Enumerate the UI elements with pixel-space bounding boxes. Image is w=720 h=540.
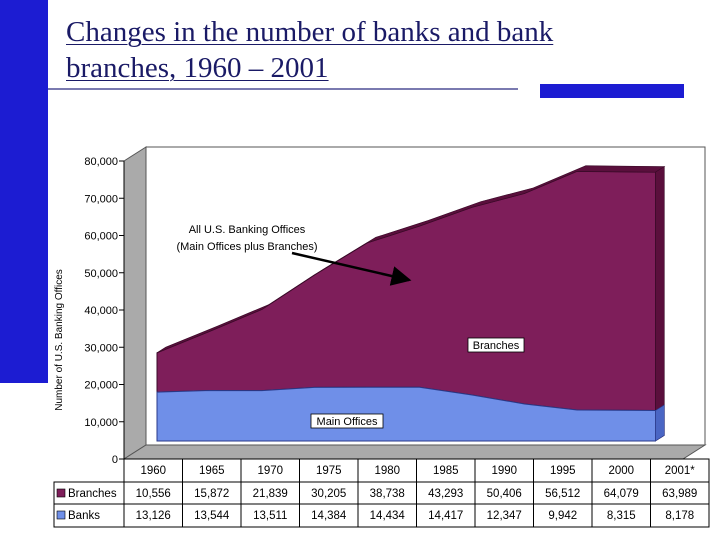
data-table-cell: 12,347 (487, 510, 522, 522)
y-tick-label: 70,000 (84, 193, 118, 205)
data-table-cell: 15,872 (194, 488, 229, 500)
x-category-label: 1965 (199, 465, 225, 477)
y-tick-label: 0 (112, 454, 118, 466)
x-category-label: 1975 (316, 465, 342, 477)
data-table-cell: 30,205 (311, 488, 346, 500)
x-category-label: 1980 (374, 465, 400, 477)
y-axis-label: Number of U.S. Banking Offices (54, 269, 65, 411)
annotation-total-line-1: All U.S. Banking Offices (189, 224, 306, 236)
data-table-cell: 21,839 (253, 488, 288, 500)
y-tick-label: 40,000 (84, 305, 118, 317)
data-table-cell: 14,384 (311, 510, 347, 522)
data-table-cell: 8,315 (607, 510, 636, 522)
y-tick-label: 10,000 (84, 417, 118, 429)
main-offices-label-box (310, 413, 384, 429)
y-tick-label: 80,000 (84, 156, 118, 168)
x-category-label: 1960 (140, 465, 166, 477)
data-table-cell: 14,434 (370, 510, 406, 522)
accent-bar (0, 0, 48, 383)
annotation-total-line-2: (Main Offices plus Branches) (176, 241, 317, 253)
y-tick-label: 30,000 (84, 342, 118, 354)
data-table-cell: 38,738 (370, 488, 405, 500)
branches-area-label: Branches (473, 340, 520, 352)
banks-side-face (655, 404, 665, 442)
legend-swatch-banks (56, 510, 66, 520)
data-table-cell: 64,079 (604, 488, 639, 500)
main-offices-area-label: Main Offices (317, 416, 378, 428)
slide-title: Changes in the number of banks and bank … (66, 14, 666, 86)
data-table-cell: 13,511 (253, 510, 287, 522)
legend-label-branches: Branches (68, 488, 117, 500)
data-table-cell: 14,417 (428, 510, 463, 522)
y-tick-label: 50,000 (84, 268, 118, 280)
title-underline-rule (48, 88, 518, 90)
legend-swatch-branches (56, 488, 66, 498)
legend-label-banks: Banks (68, 510, 100, 522)
x-category-label: 1995 (550, 465, 576, 477)
data-table-cell: 50,406 (487, 488, 522, 500)
branches-label-box (467, 337, 525, 353)
y-tick-label: 20,000 (84, 380, 118, 392)
area-side-face (655, 166, 665, 442)
data-table-cell: 63,989 (662, 488, 697, 500)
slide-title-line-1: Changes in the number of banks and bank (66, 16, 554, 48)
slide-title-line-2: branches, 1960 – 2001 (66, 52, 329, 84)
x-category-label: 2000 (608, 465, 634, 477)
y-tick-label: 60,000 (84, 231, 118, 243)
x-category-label: 1990 (491, 465, 517, 477)
plot-floor (122, 444, 707, 460)
data-table-cell: 56,512 (545, 488, 580, 500)
data-table-cell: 13,126 (136, 510, 171, 522)
x-category-label: 1970 (257, 465, 283, 477)
data-table-cell: 43,293 (428, 488, 463, 500)
title-accent-block (540, 84, 684, 98)
data-table-cell: 13,544 (194, 510, 230, 522)
data-table-cell: 8,178 (665, 510, 694, 522)
data-table-cell: 9,942 (548, 510, 577, 522)
x-category-label: 2001* (665, 465, 696, 477)
data-table-cell: 10,556 (136, 488, 171, 500)
annotation-arrow (291, 251, 412, 286)
plot-side-wall (123, 146, 147, 460)
x-category-label: 1985 (433, 465, 459, 477)
